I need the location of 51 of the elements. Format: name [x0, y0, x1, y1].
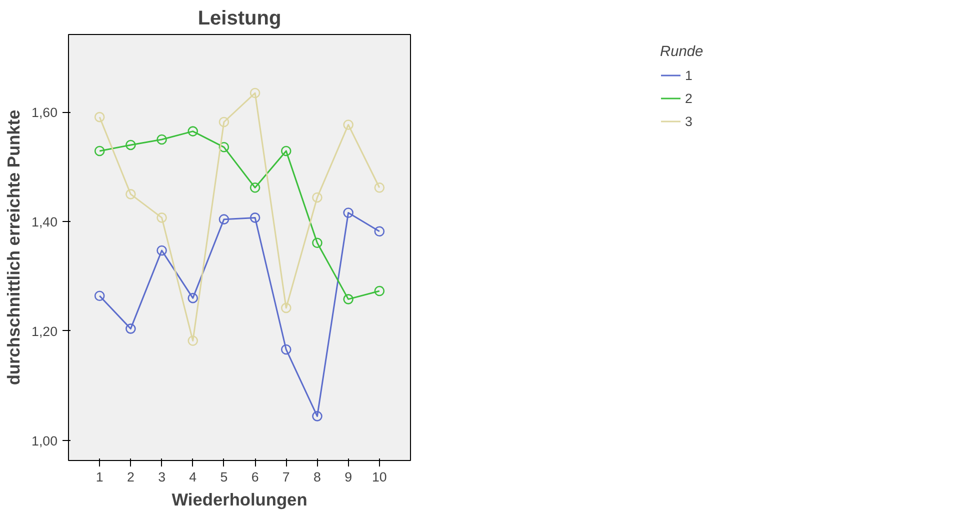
point	[156, 134, 167, 145]
x-tick-label: 3	[158, 470, 166, 484]
point	[94, 112, 105, 122]
point	[126, 140, 136, 150]
y-tick-label: 1,60	[32, 105, 58, 120]
legend-label: 3	[685, 114, 694, 128]
x-tick-label: 4	[189, 470, 198, 484]
point	[374, 286, 385, 296]
y-axis-title: durchschnittlich erreichte Punkte	[4, 109, 24, 386]
point	[250, 212, 260, 223]
point	[218, 214, 230, 224]
legend-label: 2	[685, 90, 694, 106]
point	[280, 146, 292, 156]
legend-title: Runde	[660, 44, 704, 60]
point	[126, 324, 136, 334]
y-tick-label: 1,00	[32, 433, 58, 448]
legend-label: 1	[685, 68, 694, 82]
point	[312, 238, 322, 248]
x-tick-label: 8	[314, 470, 321, 484]
point	[312, 192, 322, 203]
point	[156, 245, 167, 256]
point	[250, 182, 260, 193]
x-tick-label: 10	[372, 470, 387, 484]
x-tick-label: 2	[126, 470, 134, 484]
x-tick-label: 6	[251, 470, 259, 484]
y-tick-label: 1,20	[32, 324, 58, 339]
point	[188, 292, 198, 304]
point	[280, 302, 292, 314]
point	[250, 88, 260, 98]
point	[343, 294, 354, 304]
x-tick-label: 7	[282, 470, 290, 484]
point	[94, 146, 105, 156]
point	[188, 126, 198, 136]
point	[218, 142, 230, 152]
point	[156, 212, 167, 223]
point	[94, 290, 105, 302]
point	[343, 120, 354, 130]
chart-title: Leistung	[198, 8, 282, 30]
x-tick-label: 9	[344, 470, 352, 484]
x-axis-title: Wiederholungen	[172, 490, 308, 510]
point	[188, 336, 198, 346]
x-tick-label: 5	[220, 470, 228, 484]
point	[374, 226, 385, 237]
point	[312, 411, 322, 422]
point	[218, 116, 230, 128]
point	[126, 189, 136, 200]
point	[343, 208, 354, 218]
y-tick-label: 1,40	[32, 214, 58, 230]
point	[280, 344, 292, 355]
x-tick-label: 1	[96, 470, 104, 484]
point	[374, 182, 385, 193]
